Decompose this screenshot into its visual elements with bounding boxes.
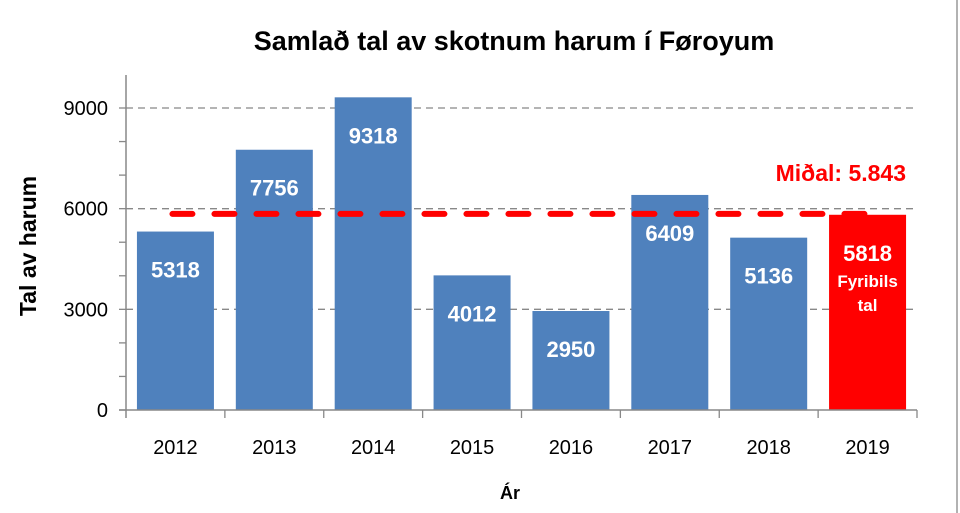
bar (433, 275, 511, 410)
data-label: 4012 (448, 301, 497, 326)
highlight-note: Fyribils (837, 272, 897, 291)
bar (631, 194, 709, 410)
x-tick-label: 2012 (153, 437, 198, 459)
x-tick-label: 2015 (450, 437, 495, 459)
bar (730, 237, 808, 410)
data-label: 2950 (546, 337, 595, 362)
x-tick-label: 2016 (549, 437, 594, 459)
data-label: 5136 (744, 264, 793, 289)
bar-highlight (829, 214, 907, 410)
bar (334, 97, 412, 410)
y-axis-label: Tal av harum (15, 176, 41, 316)
x-tick-label: 2017 (648, 437, 693, 459)
bar (532, 311, 610, 410)
y-tick-label: 9000 (64, 98, 109, 120)
x-tick-label: 2019 (845, 437, 890, 459)
data-label: 9318 (349, 123, 398, 148)
y-tick-label: 0 (97, 400, 108, 422)
highlight-note: tal (858, 296, 878, 315)
x-tick-label: 2013 (252, 437, 297, 459)
data-label: 5318 (151, 258, 200, 283)
bar (136, 231, 214, 410)
x-axis-label: Ár (500, 482, 520, 503)
bar (235, 149, 313, 411)
chart-title: Samlað tal av skotnum harum í Føroyum (254, 26, 775, 56)
mean-label: Miðal: 5.843 (776, 160, 906, 186)
data-label: 7756 (250, 176, 299, 201)
data-label: 5818 (843, 241, 892, 266)
y-tick-label: 3000 (64, 299, 109, 321)
x-tick-label: 2014 (351, 437, 396, 459)
y-tick-label: 6000 (64, 199, 109, 221)
x-tick-label: 2018 (746, 437, 791, 459)
data-label: 6409 (645, 221, 694, 246)
